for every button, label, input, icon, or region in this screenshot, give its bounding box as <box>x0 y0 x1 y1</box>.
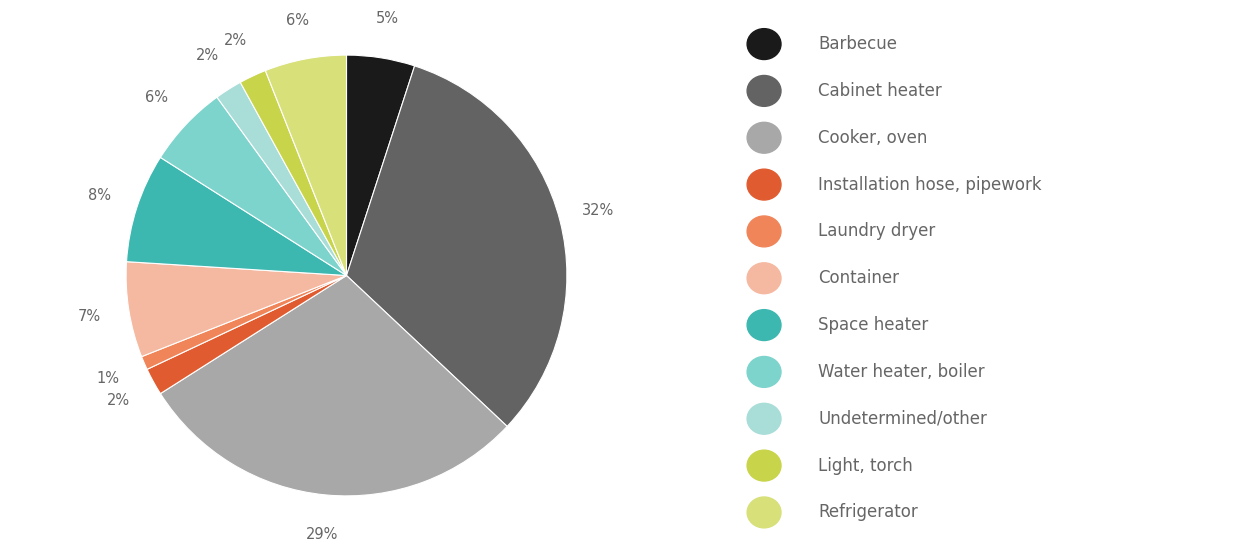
Text: Undetermined/other: Undetermined/other <box>819 410 988 428</box>
Circle shape <box>747 263 781 294</box>
Text: Space heater: Space heater <box>819 316 929 334</box>
Wedge shape <box>346 55 415 276</box>
Circle shape <box>747 169 781 200</box>
Text: Container: Container <box>819 269 900 287</box>
Text: 6%: 6% <box>145 90 169 105</box>
Text: 6%: 6% <box>286 13 309 28</box>
Circle shape <box>747 403 781 434</box>
Circle shape <box>747 450 781 481</box>
Text: Installation hose, pipework: Installation hose, pipework <box>819 176 1042 193</box>
Text: 7%: 7% <box>78 309 101 323</box>
Text: 5%: 5% <box>375 11 398 26</box>
Wedge shape <box>160 276 508 496</box>
Circle shape <box>747 310 781 341</box>
Circle shape <box>747 122 781 153</box>
Wedge shape <box>126 262 346 356</box>
Text: Cooker, oven: Cooker, oven <box>819 129 927 147</box>
Text: Cabinet heater: Cabinet heater <box>819 82 942 100</box>
Text: Barbecue: Barbecue <box>819 35 897 53</box>
Wedge shape <box>266 55 347 276</box>
Text: 2%: 2% <box>195 48 219 63</box>
Wedge shape <box>126 158 346 276</box>
Text: 2%: 2% <box>107 393 130 408</box>
Text: 29%: 29% <box>306 527 338 542</box>
Text: Water heater, boiler: Water heater, boiler <box>819 363 985 381</box>
Circle shape <box>747 29 781 60</box>
Text: Laundry dryer: Laundry dryer <box>819 223 936 240</box>
Text: 8%: 8% <box>88 188 111 203</box>
Text: 2%: 2% <box>224 33 247 48</box>
Text: 1%: 1% <box>96 371 120 386</box>
Text: Light, torch: Light, torch <box>819 457 914 474</box>
Circle shape <box>747 75 781 106</box>
Circle shape <box>747 216 781 247</box>
Wedge shape <box>147 276 347 393</box>
Text: Refrigerator: Refrigerator <box>819 504 919 521</box>
Wedge shape <box>241 71 346 276</box>
Circle shape <box>747 497 781 528</box>
Wedge shape <box>160 97 346 276</box>
Wedge shape <box>217 82 346 276</box>
Wedge shape <box>346 66 567 426</box>
Text: 32%: 32% <box>582 203 615 218</box>
Circle shape <box>747 356 781 387</box>
Wedge shape <box>141 276 347 369</box>
